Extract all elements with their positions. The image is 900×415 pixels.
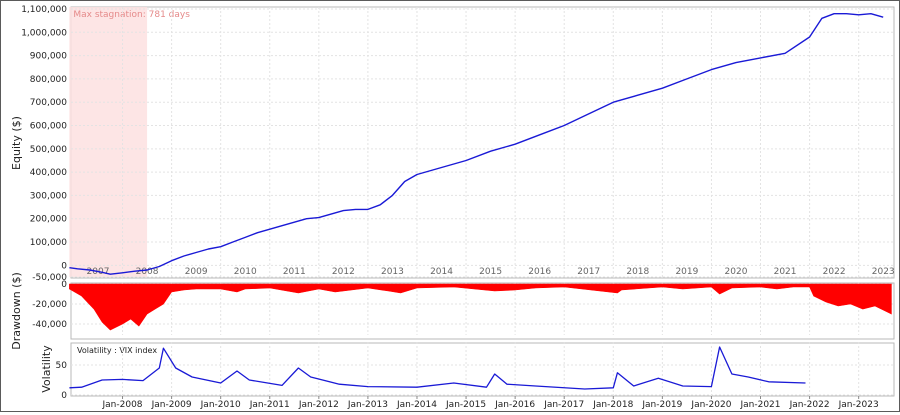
year-label: 2009 xyxy=(185,267,208,277)
year-label: 2014 xyxy=(430,267,453,277)
stagnation-shade xyxy=(69,7,148,277)
equity-y-tick: 600,000 xyxy=(30,122,67,132)
equity-y-tick: 400,000 xyxy=(30,168,67,178)
volatility-series-line xyxy=(69,346,806,390)
volatility-y-tick: 50 xyxy=(56,361,68,371)
year-label: 2008 xyxy=(136,267,159,277)
x-tick-label: Jan-2023 xyxy=(838,400,879,410)
x-tick-label: Jan-2016 xyxy=(494,400,535,410)
year-label: 2017 xyxy=(577,267,600,277)
x-tick-label: Jan-2011 xyxy=(249,400,290,410)
year-label: 2023 xyxy=(872,267,895,277)
year-label: 2022 xyxy=(823,267,846,277)
x-tick-label: Jan-2013 xyxy=(347,400,388,410)
drawdown-y-tick: -20,000 xyxy=(32,300,67,310)
drawdown-panel xyxy=(70,282,895,340)
x-tick-label: Jan-2008 xyxy=(102,400,143,410)
equity-panel xyxy=(70,6,895,279)
volatility-y-tick: 0 xyxy=(61,391,67,401)
x-tick-label: Jan-2018 xyxy=(592,400,633,410)
drawdown-y-tick: 0 xyxy=(61,280,67,290)
year-label: 2015 xyxy=(479,267,502,277)
year-label: 2012 xyxy=(332,267,355,277)
equity-axis-title: Equity ($) xyxy=(10,116,23,170)
x-tick-label: Jan-2010 xyxy=(200,400,241,410)
x-tick-label: Jan-2015 xyxy=(445,400,486,410)
x-tick-label: Jan-2009 xyxy=(151,400,192,410)
volatility-legend: Volatility : VIX index xyxy=(77,346,157,355)
x-tick-label: Jan-2022 xyxy=(789,400,830,410)
x-tick-label: Jan-2014 xyxy=(396,400,437,410)
stagnation-annotation: Max stagnation: 781 days xyxy=(73,10,190,20)
drawdown-series-area xyxy=(69,283,892,331)
year-label: 2016 xyxy=(528,267,551,277)
year-label: 2013 xyxy=(381,267,404,277)
volatility-axis-title: Volatility xyxy=(40,345,53,393)
x-tick-label: Jan-2012 xyxy=(298,400,339,410)
equity-y-tick: -50,000 xyxy=(32,273,67,283)
year-label: 2020 xyxy=(725,267,748,277)
equity-y-tick: 500,000 xyxy=(30,145,67,155)
equity-series-line xyxy=(69,12,884,275)
drawdown-axis-title: Drawdown ($) xyxy=(10,272,23,350)
equity-y-tick: 700,000 xyxy=(30,98,67,108)
equity-y-tick: 100,000 xyxy=(30,238,67,248)
volatility-panel xyxy=(70,342,895,397)
x-tick-label: Jan-2020 xyxy=(690,400,731,410)
x-tick-label: Jan-2019 xyxy=(641,400,682,410)
equity-y-tick: 800,000 xyxy=(30,75,67,85)
equity-y-tick: 200,000 xyxy=(30,215,67,225)
x-tick-label: Jan-2021 xyxy=(739,400,780,410)
year-label: 2019 xyxy=(675,267,698,277)
year-label: 2011 xyxy=(283,267,306,277)
x-tick-label: Jan-2017 xyxy=(543,400,584,410)
year-label: 2010 xyxy=(234,267,257,277)
year-label: 2021 xyxy=(774,267,797,277)
year-label: 2018 xyxy=(626,267,649,277)
drawdown-y-tick: -40,000 xyxy=(32,320,67,330)
equity-y-tick: 300,000 xyxy=(30,191,67,201)
equity-y-tick: 1,100,000 xyxy=(21,5,67,15)
equity-y-tick: 900,000 xyxy=(30,52,67,62)
equity-y-tick: 1,000,000 xyxy=(21,28,67,38)
equity-y-tick: 0 xyxy=(61,261,67,271)
